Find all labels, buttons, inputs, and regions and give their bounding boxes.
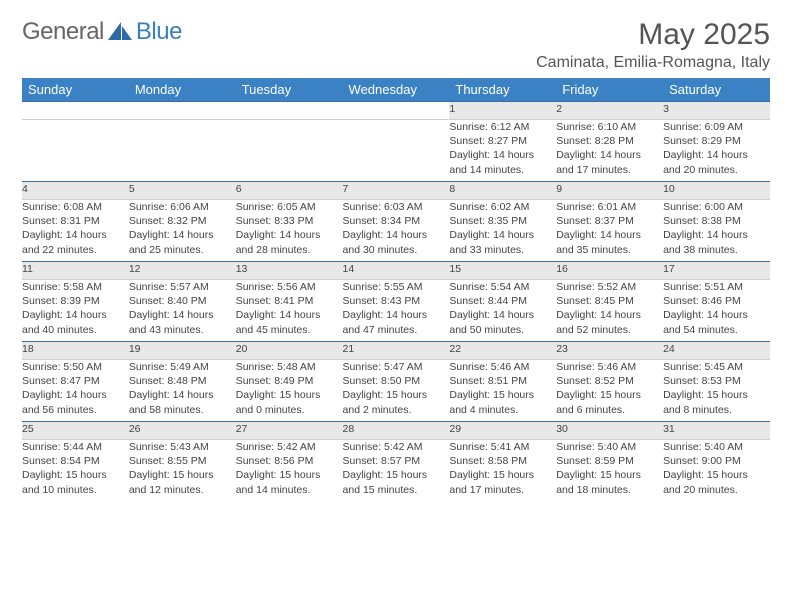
day-cell: Sunrise: 5:47 AMSunset: 8:50 PMDaylight:…	[343, 360, 450, 422]
day-number: 30	[556, 422, 663, 440]
day-cell: Sunrise: 6:12 AMSunset: 8:27 PMDaylight:…	[449, 120, 556, 182]
day-number: 15	[449, 262, 556, 280]
day-number-row: 45678910	[22, 182, 770, 200]
day-number: 3	[663, 102, 770, 120]
day-cell: Sunrise: 5:45 AMSunset: 8:53 PMDaylight:…	[663, 360, 770, 422]
day-number: 10	[663, 182, 770, 200]
day-number: 11	[22, 262, 129, 280]
day-number: 8	[449, 182, 556, 200]
location: Caminata, Emilia-Romagna, Italy	[536, 54, 770, 72]
weekday-header: Friday	[556, 78, 663, 102]
day-number: 13	[236, 262, 343, 280]
day-cell: Sunrise: 5:46 AMSunset: 8:51 PMDaylight:…	[449, 360, 556, 422]
day-cell: Sunrise: 5:48 AMSunset: 8:49 PMDaylight:…	[236, 360, 343, 422]
day-number: 5	[129, 182, 236, 200]
weekday-header: Wednesday	[343, 78, 450, 102]
logo-word1: General	[22, 18, 104, 46]
day-cell: Sunrise: 5:42 AMSunset: 8:57 PMDaylight:…	[343, 440, 450, 502]
day-number: 18	[22, 342, 129, 360]
month-title: May 2025	[536, 18, 770, 52]
calendar-table: SundayMondayTuesdayWednesdayThursdayFrid…	[22, 78, 770, 502]
day-number: 27	[236, 422, 343, 440]
day-number: 9	[556, 182, 663, 200]
weekday-header: Tuesday	[236, 78, 343, 102]
day-detail-row: Sunrise: 6:12 AMSunset: 8:27 PMDaylight:…	[22, 120, 770, 182]
day-cell: Sunrise: 6:03 AMSunset: 8:34 PMDaylight:…	[343, 200, 450, 262]
day-detail-row: Sunrise: 6:08 AMSunset: 8:31 PMDaylight:…	[22, 200, 770, 262]
day-number: 23	[556, 342, 663, 360]
day-cell	[129, 120, 236, 182]
day-cell: Sunrise: 5:42 AMSunset: 8:56 PMDaylight:…	[236, 440, 343, 502]
logo: General Blue	[22, 18, 182, 46]
day-number: 4	[22, 182, 129, 200]
day-number-row: 18192021222324	[22, 342, 770, 360]
header: General Blue May 2025 Caminata, Emilia-R…	[22, 18, 770, 72]
day-cell: Sunrise: 5:43 AMSunset: 8:55 PMDaylight:…	[129, 440, 236, 502]
day-cell: Sunrise: 6:08 AMSunset: 8:31 PMDaylight:…	[22, 200, 129, 262]
day-number-row: 123	[22, 102, 770, 120]
day-number	[129, 102, 236, 120]
title-block: May 2025 Caminata, Emilia-Romagna, Italy	[536, 18, 770, 72]
day-number: 20	[236, 342, 343, 360]
day-cell: Sunrise: 6:06 AMSunset: 8:32 PMDaylight:…	[129, 200, 236, 262]
day-detail-row: Sunrise: 5:44 AMSunset: 8:54 PMDaylight:…	[22, 440, 770, 502]
logo-sail-icon	[108, 22, 134, 42]
day-cell: Sunrise: 5:57 AMSunset: 8:40 PMDaylight:…	[129, 280, 236, 342]
day-cell: Sunrise: 6:02 AMSunset: 8:35 PMDaylight:…	[449, 200, 556, 262]
day-number: 26	[129, 422, 236, 440]
day-cell: Sunrise: 6:00 AMSunset: 8:38 PMDaylight:…	[663, 200, 770, 262]
day-number: 6	[236, 182, 343, 200]
day-number: 7	[343, 182, 450, 200]
day-number: 29	[449, 422, 556, 440]
day-detail-row: Sunrise: 5:50 AMSunset: 8:47 PMDaylight:…	[22, 360, 770, 422]
day-number: 17	[663, 262, 770, 280]
day-number: 22	[449, 342, 556, 360]
day-cell: Sunrise: 5:40 AMSunset: 8:59 PMDaylight:…	[556, 440, 663, 502]
day-cell	[343, 120, 450, 182]
weekday-header: Monday	[129, 78, 236, 102]
day-number: 31	[663, 422, 770, 440]
day-number-row: 11121314151617	[22, 262, 770, 280]
day-cell: Sunrise: 6:10 AMSunset: 8:28 PMDaylight:…	[556, 120, 663, 182]
day-cell	[22, 120, 129, 182]
day-cell: Sunrise: 5:54 AMSunset: 8:44 PMDaylight:…	[449, 280, 556, 342]
day-number	[236, 102, 343, 120]
day-number: 21	[343, 342, 450, 360]
weekday-header: Sunday	[22, 78, 129, 102]
day-cell: Sunrise: 5:55 AMSunset: 8:43 PMDaylight:…	[343, 280, 450, 342]
day-cell: Sunrise: 5:51 AMSunset: 8:46 PMDaylight:…	[663, 280, 770, 342]
day-cell: Sunrise: 5:49 AMSunset: 8:48 PMDaylight:…	[129, 360, 236, 422]
day-number: 14	[343, 262, 450, 280]
day-cell: Sunrise: 5:44 AMSunset: 8:54 PMDaylight:…	[22, 440, 129, 502]
day-number: 24	[663, 342, 770, 360]
day-number: 16	[556, 262, 663, 280]
weekday-header: Thursday	[449, 78, 556, 102]
day-detail-row: Sunrise: 5:58 AMSunset: 8:39 PMDaylight:…	[22, 280, 770, 342]
day-number: 25	[22, 422, 129, 440]
day-cell: Sunrise: 5:52 AMSunset: 8:45 PMDaylight:…	[556, 280, 663, 342]
weekday-header: Saturday	[663, 78, 770, 102]
day-cell: Sunrise: 5:58 AMSunset: 8:39 PMDaylight:…	[22, 280, 129, 342]
day-cell: Sunrise: 6:01 AMSunset: 8:37 PMDaylight:…	[556, 200, 663, 262]
day-cell	[236, 120, 343, 182]
day-cell: Sunrise: 5:46 AMSunset: 8:52 PMDaylight:…	[556, 360, 663, 422]
day-number: 19	[129, 342, 236, 360]
calendar-header-row: SundayMondayTuesdayWednesdayThursdayFrid…	[22, 78, 770, 102]
day-number: 12	[129, 262, 236, 280]
day-number	[343, 102, 450, 120]
day-cell: Sunrise: 5:40 AMSunset: 9:00 PMDaylight:…	[663, 440, 770, 502]
day-number: 1	[449, 102, 556, 120]
day-number-row: 25262728293031	[22, 422, 770, 440]
day-cell: Sunrise: 6:05 AMSunset: 8:33 PMDaylight:…	[236, 200, 343, 262]
day-number: 28	[343, 422, 450, 440]
day-cell: Sunrise: 5:56 AMSunset: 8:41 PMDaylight:…	[236, 280, 343, 342]
day-number	[22, 102, 129, 120]
day-cell: Sunrise: 5:41 AMSunset: 8:58 PMDaylight:…	[449, 440, 556, 502]
day-cell: Sunrise: 5:50 AMSunset: 8:47 PMDaylight:…	[22, 360, 129, 422]
logo-word2: Blue	[136, 18, 182, 46]
day-number: 2	[556, 102, 663, 120]
day-cell: Sunrise: 6:09 AMSunset: 8:29 PMDaylight:…	[663, 120, 770, 182]
